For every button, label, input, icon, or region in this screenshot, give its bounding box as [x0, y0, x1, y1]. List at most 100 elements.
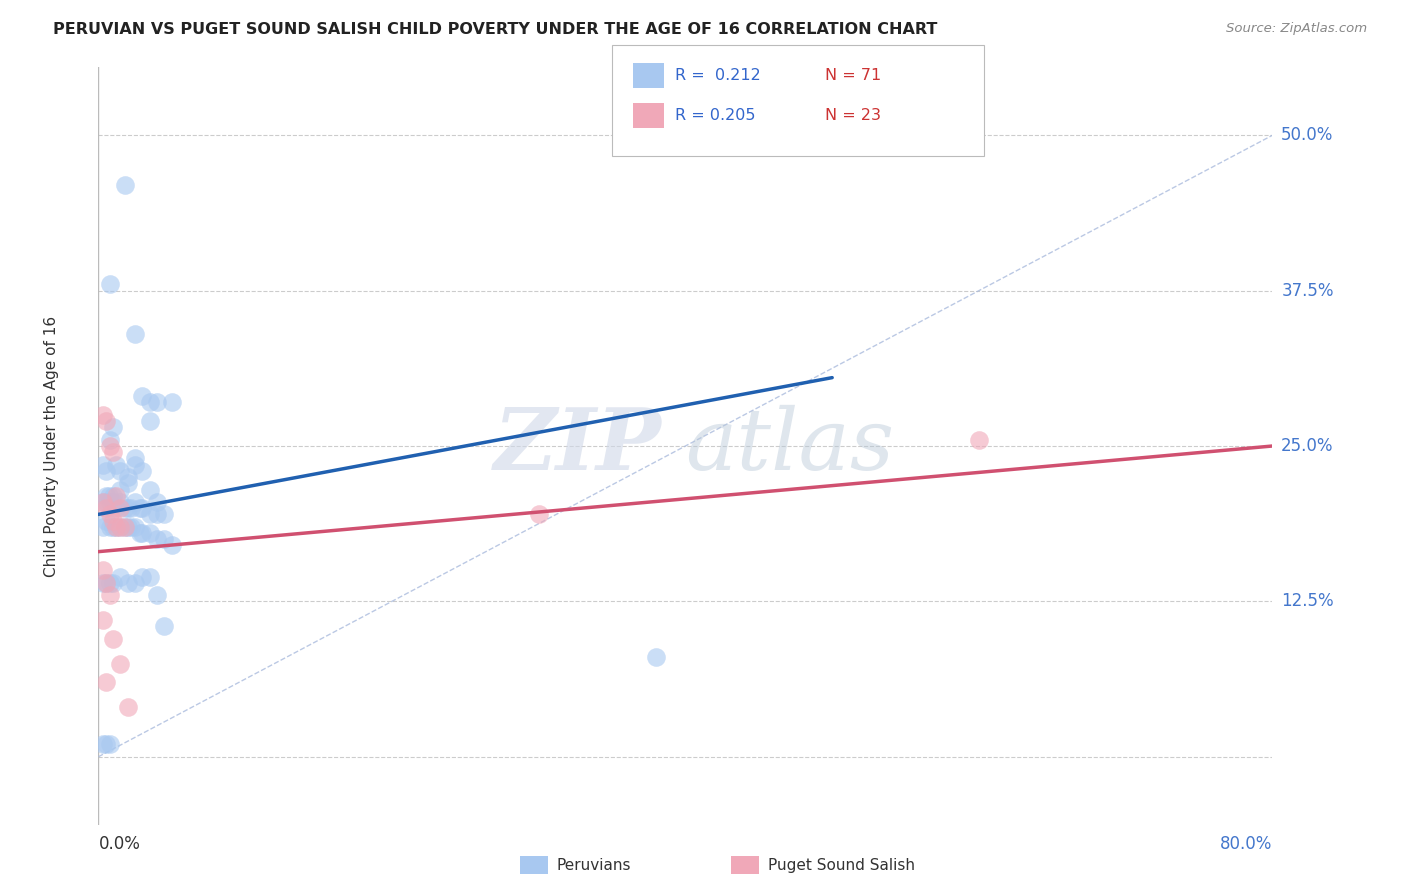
Point — [110, 483, 132, 497]
Point — [98, 495, 121, 509]
Point — [160, 538, 183, 552]
Point — [94, 414, 117, 428]
Point — [110, 464, 132, 478]
Point — [153, 533, 176, 547]
Point — [645, 650, 668, 665]
Point — [101, 495, 124, 509]
Text: R =  0.212: R = 0.212 — [675, 69, 761, 83]
Point — [139, 569, 162, 583]
Point — [94, 675, 117, 690]
Point — [117, 520, 139, 534]
Point — [91, 458, 114, 472]
Point — [98, 508, 121, 522]
Point — [94, 489, 117, 503]
Point — [117, 476, 139, 491]
Point — [110, 495, 132, 509]
Point — [94, 514, 117, 528]
Point — [146, 395, 169, 409]
Point — [124, 458, 146, 472]
Point — [131, 569, 153, 583]
Point — [120, 520, 142, 534]
Point — [98, 575, 121, 590]
Point — [105, 520, 128, 534]
Point — [98, 433, 121, 447]
Point — [117, 501, 139, 516]
Point — [139, 414, 162, 428]
Point — [527, 508, 550, 522]
Point — [128, 501, 150, 516]
Point — [124, 451, 146, 466]
Point — [110, 657, 132, 671]
Point — [94, 495, 117, 509]
Point — [131, 389, 153, 403]
Point — [114, 520, 136, 534]
Point — [105, 520, 128, 534]
Text: R = 0.205: R = 0.205 — [675, 109, 755, 123]
Text: atlas: atlas — [686, 405, 894, 487]
Text: N = 71: N = 71 — [825, 69, 882, 83]
Point — [105, 458, 128, 472]
Point — [124, 495, 146, 509]
Point — [120, 501, 142, 516]
Point — [139, 395, 162, 409]
Point — [124, 575, 146, 590]
Point — [146, 495, 169, 509]
Point — [110, 520, 132, 534]
Point — [101, 520, 124, 534]
Point — [139, 526, 162, 541]
Point — [114, 178, 136, 192]
Text: 37.5%: 37.5% — [1281, 282, 1334, 300]
Point — [139, 508, 162, 522]
Point — [94, 464, 117, 478]
Point — [117, 470, 139, 484]
Point — [91, 495, 114, 509]
Text: 0.0%: 0.0% — [98, 835, 141, 853]
Text: 12.5%: 12.5% — [1281, 592, 1334, 610]
Point — [124, 520, 146, 534]
Point — [160, 395, 183, 409]
Point — [114, 501, 136, 516]
Text: 25.0%: 25.0% — [1281, 437, 1334, 455]
Point — [131, 526, 153, 541]
Point — [91, 408, 114, 422]
Point — [91, 737, 114, 751]
Point — [117, 700, 139, 714]
Point — [146, 533, 169, 547]
Text: 80.0%: 80.0% — [1220, 835, 1272, 853]
Point — [153, 508, 176, 522]
Point — [98, 439, 121, 453]
Point — [114, 520, 136, 534]
Text: 50.0%: 50.0% — [1281, 127, 1334, 145]
Point — [146, 508, 169, 522]
Point — [139, 483, 162, 497]
Point — [110, 520, 132, 534]
Point — [94, 575, 117, 590]
Text: ZIP: ZIP — [494, 404, 662, 488]
Point — [91, 563, 114, 577]
Point — [91, 495, 114, 509]
Point — [110, 569, 132, 583]
Point — [98, 737, 121, 751]
Point — [110, 501, 132, 516]
Point — [98, 520, 121, 534]
Text: N = 23: N = 23 — [825, 109, 882, 123]
Point — [101, 420, 124, 434]
Point — [101, 514, 124, 528]
Point — [91, 613, 114, 627]
Point — [101, 575, 124, 590]
Point — [98, 588, 121, 602]
Point — [94, 737, 117, 751]
Point — [105, 489, 128, 503]
Point — [101, 445, 124, 459]
Point — [94, 575, 117, 590]
Point — [153, 619, 176, 633]
Text: Child Poverty Under the Age of 16: Child Poverty Under the Age of 16 — [44, 316, 59, 576]
Point — [101, 632, 124, 646]
Point — [967, 433, 990, 447]
Point — [97, 489, 120, 503]
Point — [131, 464, 153, 478]
Point — [101, 489, 124, 503]
Text: Source: ZipAtlas.com: Source: ZipAtlas.com — [1226, 22, 1367, 36]
Text: PERUVIAN VS PUGET SOUND SALISH CHILD POVERTY UNDER THE AGE OF 16 CORRELATION CHA: PERUVIAN VS PUGET SOUND SALISH CHILD POV… — [53, 22, 938, 37]
Point — [105, 501, 128, 516]
